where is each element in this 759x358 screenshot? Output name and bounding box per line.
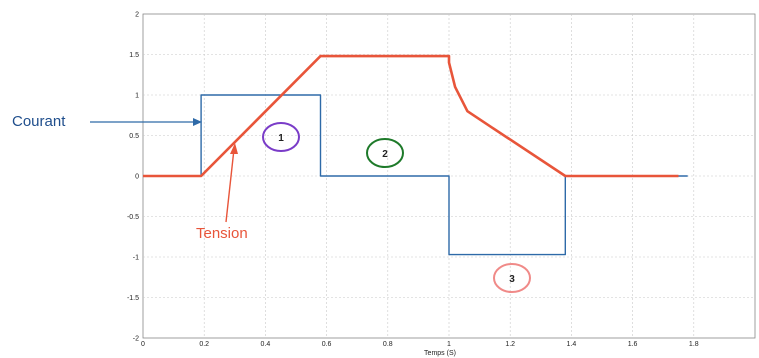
x-tick-label: 0.2 xyxy=(199,341,209,348)
x-tick-label: 1.8 xyxy=(689,341,699,348)
x-tick-label: 1.2 xyxy=(505,341,515,348)
x-axis-label: Temps (S) xyxy=(424,350,456,357)
y-tick-label: 1 xyxy=(135,93,139,100)
x-tick-label: 0.6 xyxy=(322,341,332,348)
region-1-marker xyxy=(262,122,300,152)
x-tick-label: 0 xyxy=(141,341,145,348)
annotation-courant: Courant xyxy=(12,113,66,130)
y-tick-label: -1.5 xyxy=(127,295,139,302)
y-tick-label: -1 xyxy=(133,255,139,262)
x-tick-label: 1 xyxy=(447,341,451,348)
region-2-label: 2 xyxy=(382,149,388,160)
region-1-label: 1 xyxy=(278,133,284,144)
grid xyxy=(143,14,755,338)
x-tick-labels: 0 0.2 0.4 0.6 0.8 1 1.2 1.4 1.6 1.8 xyxy=(141,341,699,348)
y-tick-labels: 2 1.5 1 0.5 0 -0.5 -1 -1.5 -2 xyxy=(127,12,139,343)
y-tick-label: -0.5 xyxy=(127,214,139,221)
series-line-tension xyxy=(143,54,679,178)
x-tick-label: 1.4 xyxy=(567,341,577,348)
series-group xyxy=(143,54,688,256)
region-2-marker xyxy=(366,138,404,168)
region-3-marker xyxy=(493,263,531,293)
annotation-tension: Tension xyxy=(196,225,248,242)
y-tick-label: 0.5 xyxy=(129,133,139,140)
y-tick-label: 0 xyxy=(135,174,139,181)
x-tick-label: 0.8 xyxy=(383,341,393,348)
annotation-courant-arrowhead xyxy=(193,118,202,126)
y-tick-label: 2 xyxy=(135,12,139,19)
x-tick-label: 0.4 xyxy=(261,341,271,348)
x-tick-label: 1.6 xyxy=(628,341,638,348)
annotation-tension-arrowhead xyxy=(230,143,238,154)
region-3-label: 3 xyxy=(509,274,515,285)
y-tick-label: -2 xyxy=(133,336,139,343)
y-tick-label: 1.5 xyxy=(129,52,139,59)
series-line-courant xyxy=(143,94,688,256)
annotation-tension-arrow xyxy=(225,148,235,223)
